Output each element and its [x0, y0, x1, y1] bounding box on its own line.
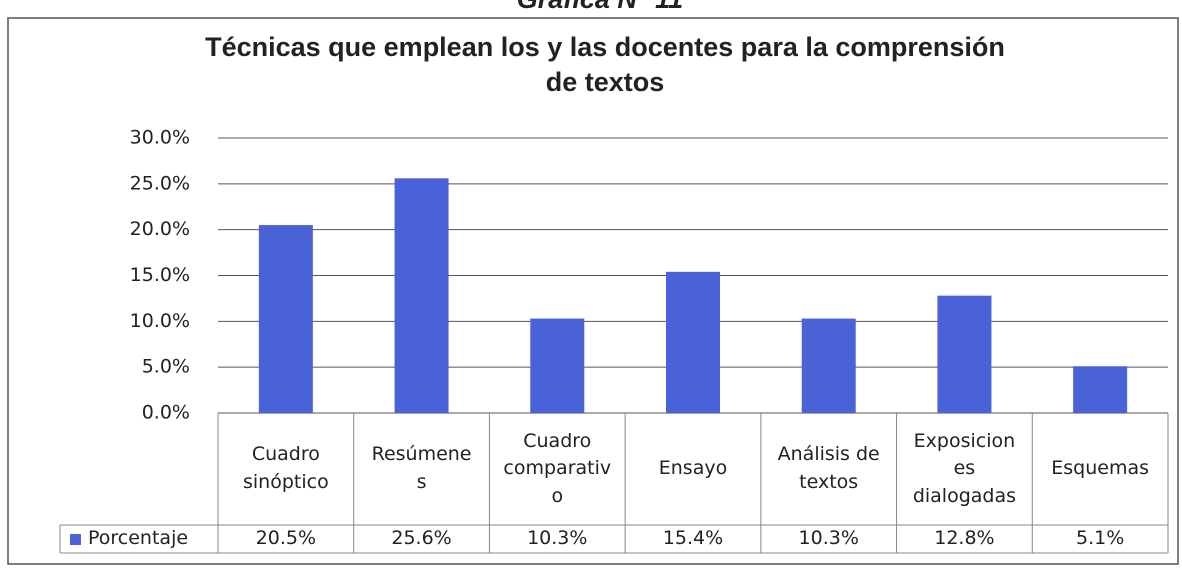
bar [1073, 366, 1128, 413]
y-tick-label: 5.0% [142, 356, 190, 378]
y-tick-label: 25.0% [130, 172, 190, 194]
bar [530, 318, 585, 413]
bar [258, 225, 313, 413]
data-label: 10.3% [527, 527, 588, 550]
x-tick-label: Exposiciones dialogadas [912, 429, 1017, 507]
x-tick-label: Cuadro comparativo [503, 429, 612, 507]
x-tick-label: Cuadro sinóptico [242, 443, 329, 493]
legend-label: Porcentaje [88, 527, 189, 550]
data-label: 12.8% [934, 527, 995, 550]
bar [801, 318, 856, 413]
data-label: 10.3% [798, 527, 859, 550]
chart-title: Técnicas que emplean los y las docentes … [205, 32, 1005, 98]
y-tick-label: 10.0% [130, 310, 190, 332]
chart-border [7, 17, 1179, 565]
x-tick-label: Ensayo [658, 457, 728, 480]
y-tick-label: 20.0% [130, 218, 190, 240]
heading: Gráfica N° 11 [400, 0, 800, 15]
data-label: 20.5% [255, 527, 317, 550]
bar [394, 178, 449, 413]
data-label: 25.6% [391, 527, 452, 550]
y-tick-label: 30.0% [130, 127, 190, 149]
y-tick-label: 0.0% [142, 402, 190, 424]
data-label: 15.4% [662, 527, 724, 550]
data-label: 5.1% [1075, 527, 1125, 550]
x-tick-label: Esquemas [1051, 457, 1149, 480]
bar [937, 295, 992, 413]
bar [666, 271, 720, 413]
y-tick-label: 15.0% [130, 264, 190, 286]
x-tick-label: Resúmenes [371, 443, 472, 493]
legend-swatch [70, 534, 81, 545]
x-tick-label: Análisis de textos [777, 443, 880, 493]
